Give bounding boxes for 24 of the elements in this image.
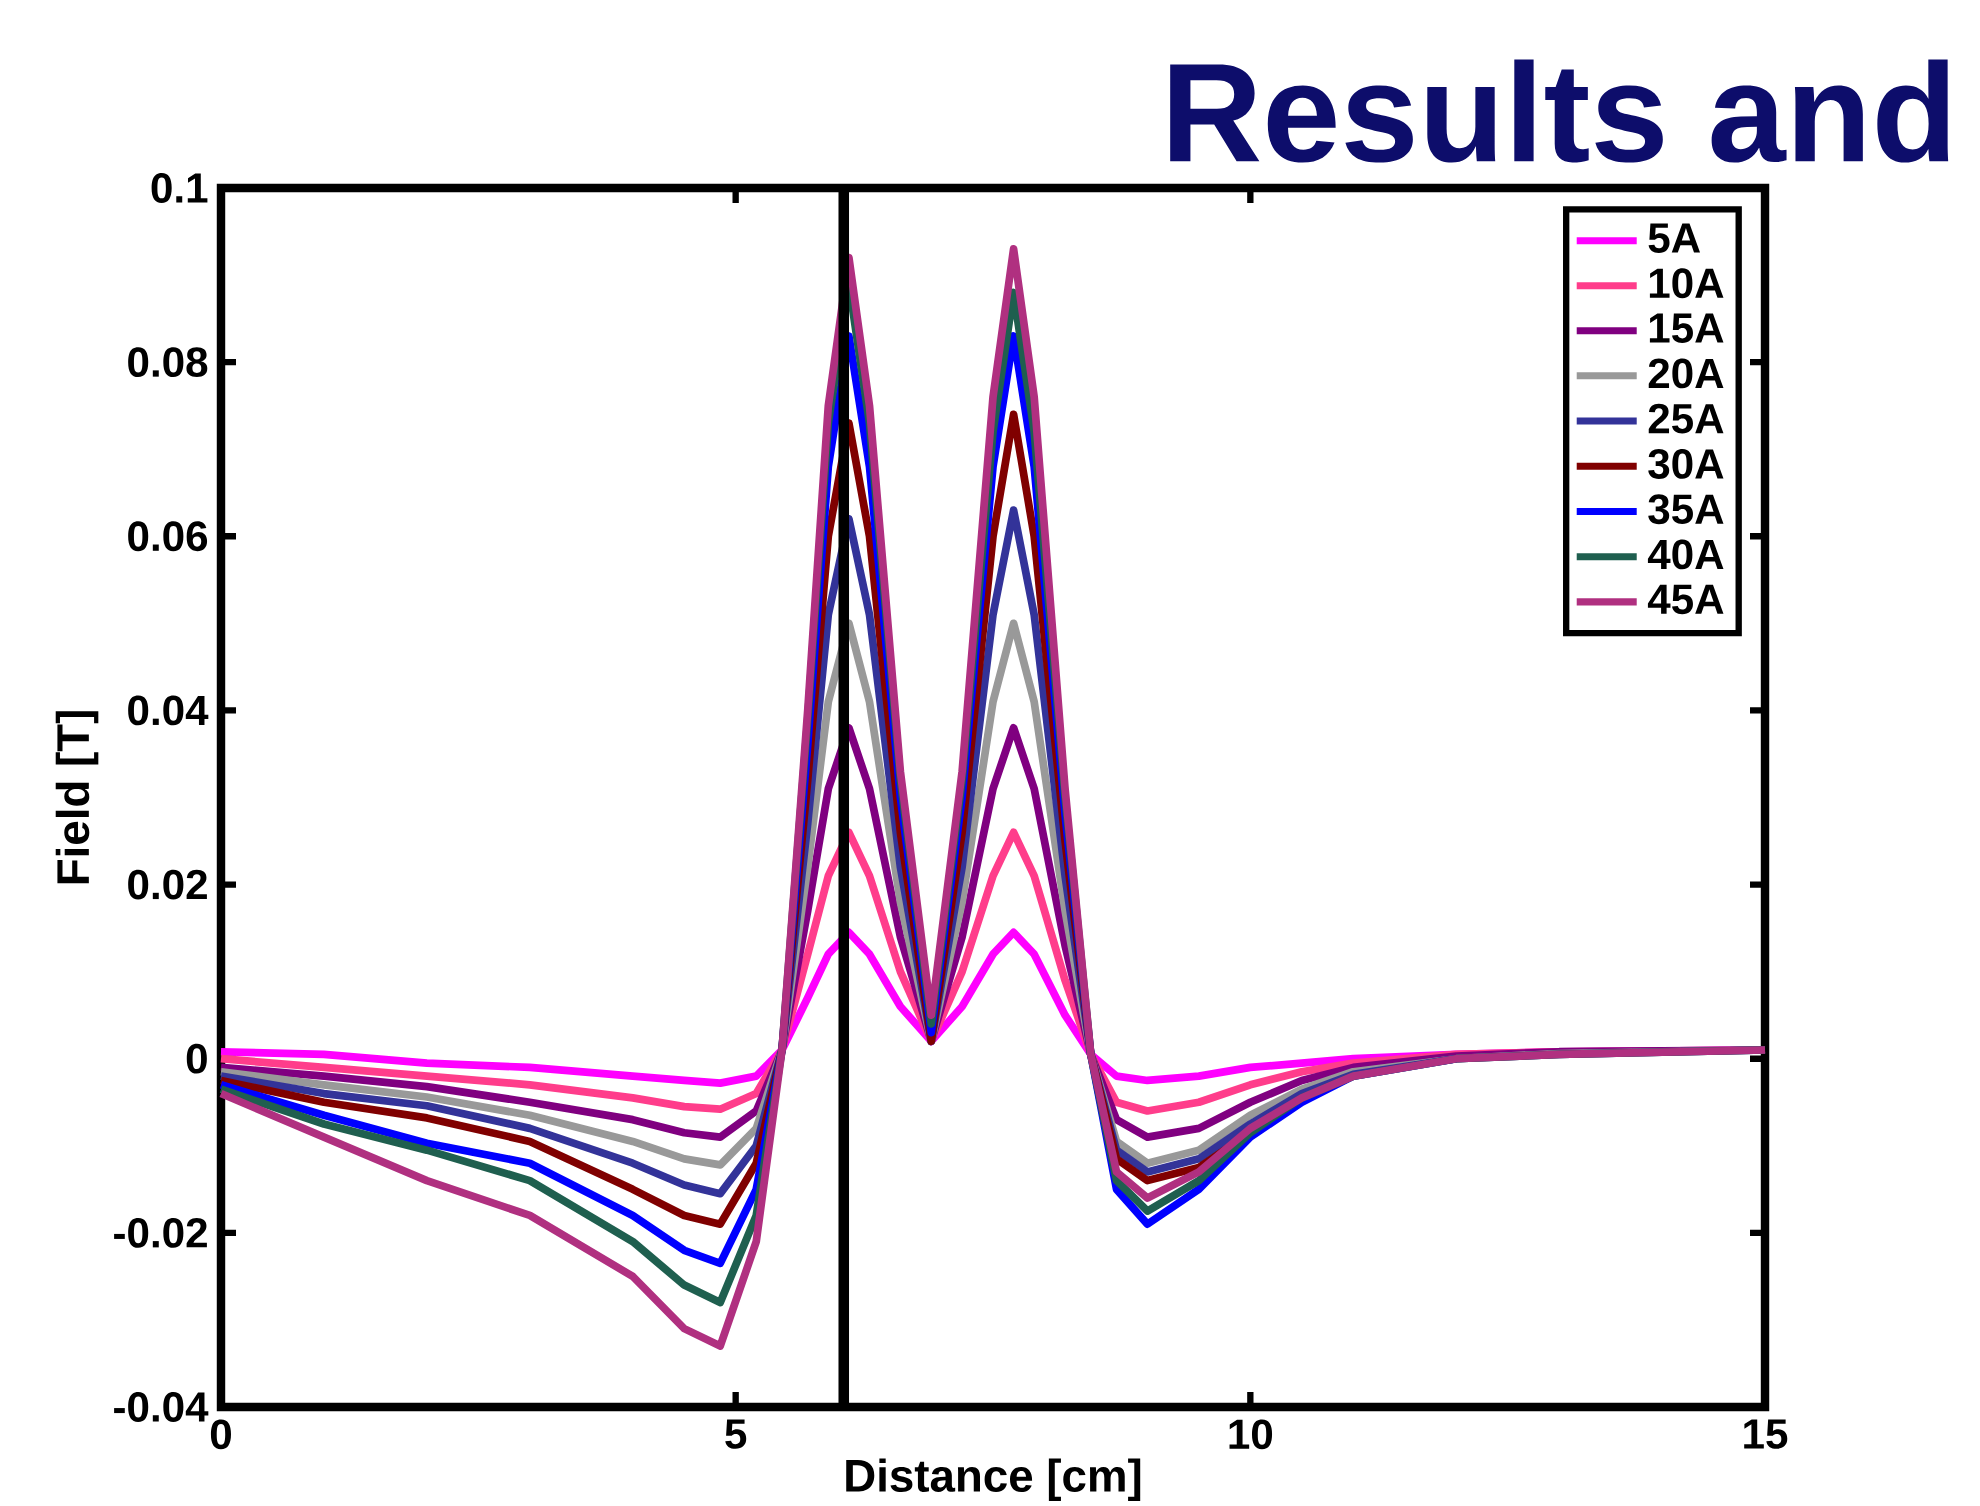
legend-label: 30A (1648, 448, 1724, 479)
legend-label: 10A (1649, 268, 1724, 299)
y-tick-label: -0.04 (114, 1392, 209, 1422)
y-tick-label: 0.1 (151, 173, 208, 203)
y-tick-label: 0 (186, 1043, 207, 1074)
legend-label: 15A (1649, 313, 1724, 343)
x-tick-label: 15 (1744, 1419, 1788, 1449)
legend-label: 20A (1648, 358, 1724, 389)
legend-label: 35A (1648, 494, 1724, 525)
y-tick-label: 0.04 (128, 695, 209, 726)
x-tick-label: 10 (1229, 1419, 1273, 1450)
y-axis-title: Field [T] (55, 711, 99, 884)
legend-label: 40A (1647, 539, 1724, 570)
y-tick-label: 0.08 (128, 347, 208, 378)
legend-label: 5A (1648, 223, 1701, 253)
y-tick-label: -0.02 (114, 1217, 207, 1248)
x-tick-label: 5 (725, 1419, 747, 1449)
legend-label: 25A (1648, 403, 1724, 434)
y-tick-label: 0.06 (128, 521, 208, 552)
x-tick-label: 0 (210, 1419, 231, 1450)
y-tick-label: 0.02 (128, 869, 207, 900)
chart-title: Results and (1170, 59, 1949, 163)
legend-label: 45A (1647, 584, 1724, 615)
x-axis-title: Distance [cm] (846, 1458, 1141, 1501)
